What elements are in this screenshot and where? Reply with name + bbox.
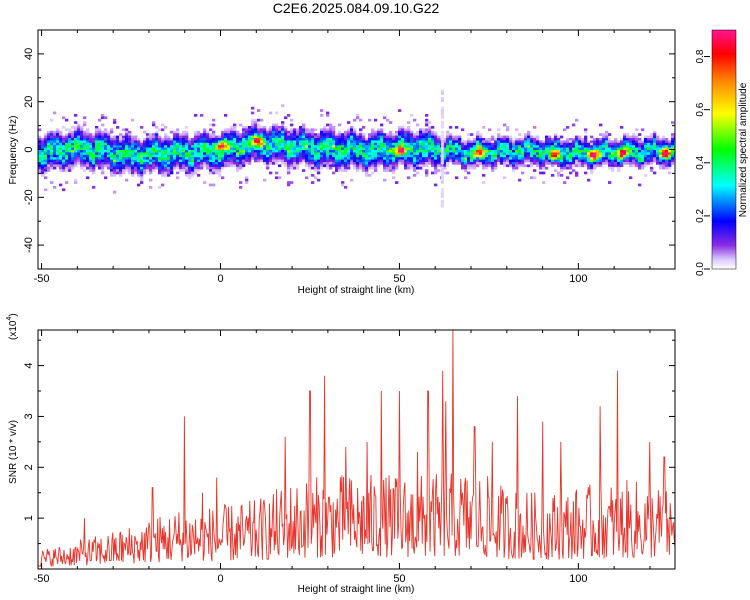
x-tick-label: 100 [569,273,587,285]
x-tick-label: 100 [569,573,587,585]
colorbar-gradient [711,29,737,270]
colorbar-tick-label: 0.8 [695,49,706,63]
colorbar-label: Normalized spectral amplitude [738,82,749,217]
colorbar-tick-label: 0.4 [695,155,706,169]
y-tick-label: 4 [23,363,35,369]
figure-title: C2E6.2025.084.09.10.G22 [273,0,440,16]
spectrogram-panel: -50 0 50 100 -40 -20 0 20 40 Height of straight … [8,29,676,296]
y-tick-label: 1 [23,515,35,521]
colorbar-ticks: 0.0 0.2 0.4 0.6 0.8 [695,49,710,276]
y-tick-label: 20 [23,96,35,108]
snr-axes: -50 0 50 100 1 2 3 4 [23,330,675,585]
y-tick-label: -20 [23,189,35,205]
colorbar: 0.0 0.2 0.4 0.6 0.8 Normalized spectral ampl… [695,29,749,276]
spectrogram-axes: -50 0 50 100 -40 -20 0 20 40 [23,29,675,285]
spectrogram-x-label: Height of straight line (km) [298,285,415,296]
y-tick-label: 2 [23,464,35,470]
snr-multiplier-base: (x10 [8,320,19,340]
y-tick-label: 40 [23,48,35,60]
snr-panel: -50 0 50 100 1 2 3 4 Height of straight line (k… [6,313,676,595]
colorbar-tick-label: 0.6 [695,102,706,116]
x-tick-label: 0 [217,573,223,585]
x-tick-label: -50 [34,573,50,585]
x-tick-label: 50 [393,573,405,585]
snr-plot-area [38,330,675,569]
y-tick-label: 3 [23,413,35,419]
x-tick-label: 50 [393,273,405,285]
snr-multiplier-exp: 4 [6,317,13,321]
snr-multiplier: (x104) [6,313,19,340]
x-tick-label: -50 [34,273,50,285]
colorbar-tick-label: 0.2 [695,209,706,223]
snr-y-label: SNR (10 * v/v) [8,420,19,484]
snr-x-label: Height of straight line (km) [298,584,415,595]
spectrogram-cells [38,89,675,208]
y-tick-label: 0 [23,146,35,152]
x-tick-label: 0 [217,273,223,285]
colorbar-tick-label: 0.0 [695,262,706,276]
svg-text:(x104): (x104) [6,313,19,340]
snr-series-line [38,330,675,567]
snr-frame [37,329,676,570]
spectrogram-y-label: Frequency (Hz) [8,116,19,185]
y-tick-label: -40 [23,237,35,253]
